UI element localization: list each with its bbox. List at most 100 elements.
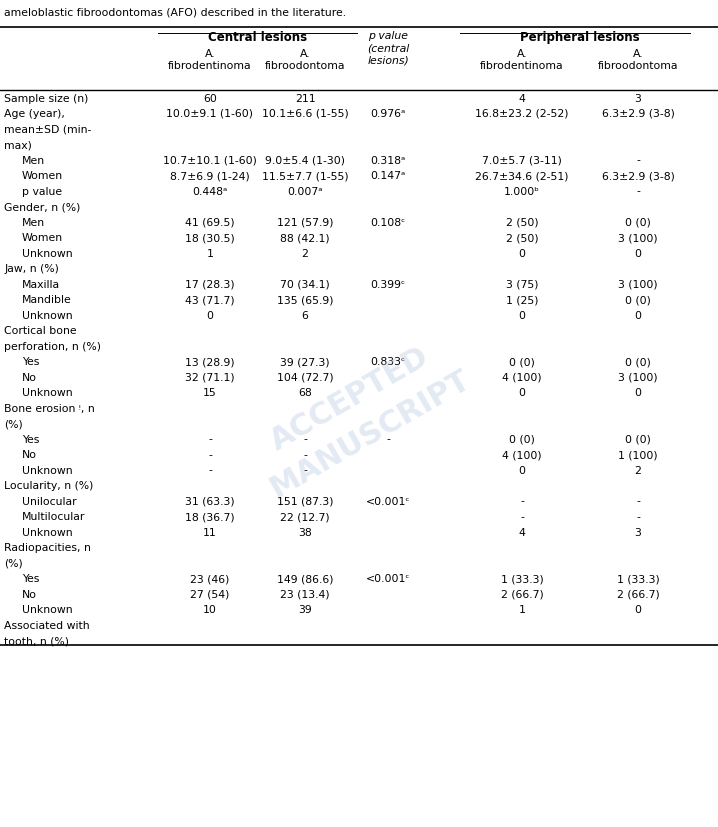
Text: 10: 10 — [203, 605, 217, 615]
Text: Unknown: Unknown — [22, 605, 73, 615]
Text: Unilocular: Unilocular — [22, 496, 77, 506]
Text: Sample size (n): Sample size (n) — [4, 93, 88, 103]
Text: (%): (%) — [4, 419, 23, 429]
Text: Mandible: Mandible — [22, 295, 72, 305]
Text: 1.000ᵇ: 1.000ᵇ — [504, 187, 540, 197]
Text: 0 (0): 0 (0) — [625, 218, 651, 227]
Text: Cortical bone: Cortical bone — [4, 326, 77, 336]
Text: -: - — [520, 496, 524, 506]
Text: 2: 2 — [635, 466, 641, 476]
Text: 60: 60 — [203, 93, 217, 103]
Text: 3 (100): 3 (100) — [618, 280, 658, 289]
Text: Yes: Yes — [22, 434, 39, 444]
Text: -: - — [636, 187, 640, 197]
Text: 0.399ᶜ: 0.399ᶜ — [370, 280, 406, 289]
Text: 88 (42.1): 88 (42.1) — [280, 233, 330, 243]
Text: 0 (0): 0 (0) — [509, 434, 535, 444]
Text: Locularity, n (%): Locularity, n (%) — [4, 481, 93, 491]
Text: 0: 0 — [635, 310, 641, 321]
Text: 0.833ᶜ: 0.833ᶜ — [370, 357, 406, 367]
Text: Women: Women — [22, 233, 63, 243]
Text: A.
fibroodontoma: A. fibroodontoma — [598, 49, 679, 71]
Text: 0: 0 — [635, 605, 641, 615]
Text: 11.5±7.7 (1-55): 11.5±7.7 (1-55) — [261, 171, 348, 181]
Text: -: - — [636, 155, 640, 165]
Text: 3 (75): 3 (75) — [505, 280, 538, 289]
Text: Unknown: Unknown — [22, 310, 73, 321]
Text: ameloblastic fibroodontomas (AFO) described in the literature.: ameloblastic fibroodontomas (AFO) descri… — [4, 7, 346, 17]
Text: 32 (71.1): 32 (71.1) — [185, 372, 235, 383]
Text: -: - — [303, 450, 307, 460]
Text: 26.7±34.6 (2-51): 26.7±34.6 (2-51) — [475, 171, 569, 181]
Text: Bone erosion ᵎ, n: Bone erosion ᵎ, n — [4, 404, 95, 414]
Text: A.
fibrodentinoma: A. fibrodentinoma — [168, 49, 252, 71]
Text: -: - — [303, 434, 307, 444]
Text: 3: 3 — [635, 528, 641, 538]
Text: 8.7±6.9 (1-24): 8.7±6.9 (1-24) — [170, 171, 250, 181]
Text: 121 (57.9): 121 (57.9) — [276, 218, 333, 227]
Text: 104 (72.7): 104 (72.7) — [276, 372, 333, 383]
Text: 2 (66.7): 2 (66.7) — [617, 590, 659, 600]
Text: <0.001ᶜ: <0.001ᶜ — [365, 574, 410, 584]
Text: 10.0±9.1 (1-60): 10.0±9.1 (1-60) — [167, 109, 253, 119]
Text: 6.3±2.9 (3-8): 6.3±2.9 (3-8) — [602, 171, 674, 181]
Text: 6: 6 — [302, 310, 309, 321]
Text: -: - — [386, 434, 390, 444]
Text: 3 (100): 3 (100) — [618, 372, 658, 383]
Text: 3: 3 — [635, 93, 641, 103]
Text: Unknown: Unknown — [22, 248, 73, 259]
Text: A.
fibrodentinoma: A. fibrodentinoma — [480, 49, 564, 71]
Text: -: - — [520, 512, 524, 522]
Text: 2 (50): 2 (50) — [505, 233, 538, 243]
Text: 17 (28.3): 17 (28.3) — [185, 280, 235, 289]
Text: 2: 2 — [302, 248, 309, 259]
Text: 41 (69.5): 41 (69.5) — [185, 218, 235, 227]
Text: Women: Women — [22, 171, 63, 181]
Text: 3 (100): 3 (100) — [618, 233, 658, 243]
Text: Men: Men — [22, 155, 45, 165]
Text: 23 (13.4): 23 (13.4) — [280, 590, 330, 600]
Text: -: - — [303, 466, 307, 476]
Text: 2 (66.7): 2 (66.7) — [500, 590, 544, 600]
Text: 18 (30.5): 18 (30.5) — [185, 233, 235, 243]
Text: tooth, n (%): tooth, n (%) — [4, 636, 69, 646]
Text: 0.007ᵃ: 0.007ᵃ — [287, 187, 323, 197]
Text: Gender, n (%): Gender, n (%) — [4, 202, 80, 212]
Text: 9.0±5.4 (1-30): 9.0±5.4 (1-30) — [265, 155, 345, 165]
Text: 4 (100): 4 (100) — [502, 372, 542, 383]
Text: 13 (28.9): 13 (28.9) — [185, 357, 235, 367]
Text: <0.001ᶜ: <0.001ᶜ — [365, 496, 410, 506]
Text: 1: 1 — [518, 605, 526, 615]
Text: 0.976ᵃ: 0.976ᵃ — [370, 109, 406, 119]
Text: 39 (27.3): 39 (27.3) — [280, 357, 330, 367]
Text: 149 (86.6): 149 (86.6) — [276, 574, 333, 584]
Text: 0: 0 — [518, 388, 526, 398]
Text: max): max) — [4, 140, 32, 150]
Text: 4 (100): 4 (100) — [502, 450, 542, 460]
Text: -: - — [208, 450, 212, 460]
Text: Age (year),: Age (year), — [4, 109, 65, 119]
Text: 70 (34.1): 70 (34.1) — [280, 280, 330, 289]
Text: No: No — [22, 450, 37, 460]
Text: perforation, n (%): perforation, n (%) — [4, 342, 101, 351]
Text: -: - — [636, 496, 640, 506]
Text: 0: 0 — [635, 248, 641, 259]
Text: 2 (50): 2 (50) — [505, 218, 538, 227]
Text: 0 (0): 0 (0) — [625, 295, 651, 305]
Text: 0.448ᵃ: 0.448ᵃ — [192, 187, 228, 197]
Text: Unknown: Unknown — [22, 388, 73, 398]
Text: Associated with: Associated with — [4, 620, 90, 630]
Text: -: - — [636, 512, 640, 522]
Text: Jaw, n (%): Jaw, n (%) — [4, 264, 59, 274]
Text: -: - — [208, 434, 212, 444]
Text: 4: 4 — [518, 93, 526, 103]
Text: 39: 39 — [298, 605, 312, 615]
Text: 11: 11 — [203, 528, 217, 538]
Text: 10.1±6.6 (1-55): 10.1±6.6 (1-55) — [261, 109, 348, 119]
Text: Maxilla: Maxilla — [22, 280, 60, 289]
Text: Unknown: Unknown — [22, 528, 73, 538]
Text: 211: 211 — [294, 93, 315, 103]
Text: 15: 15 — [203, 388, 217, 398]
Text: A.
fibroodontoma: A. fibroodontoma — [265, 49, 345, 71]
Text: 1 (25): 1 (25) — [505, 295, 538, 305]
